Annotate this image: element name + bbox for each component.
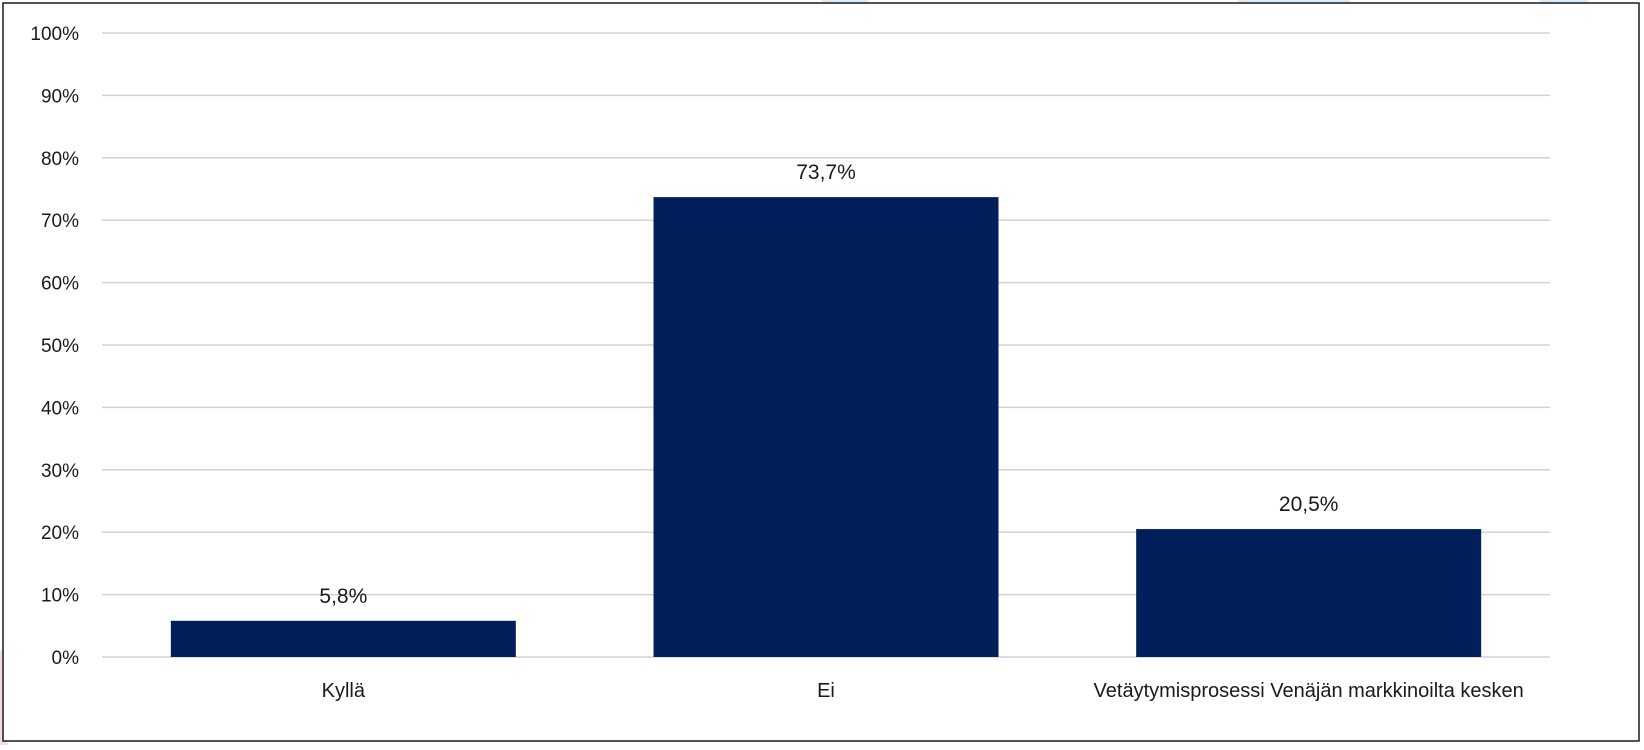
y-axis-tick-labels: 0% 10% 20% 30% 40% 50% 60% 70% 80% 90% 100% xyxy=(30,24,79,669)
y-tick-label: 80% xyxy=(41,149,79,170)
data-label: 5,8% xyxy=(319,585,367,608)
y-tick-label: 10% xyxy=(41,586,79,607)
x-category-label: Ei xyxy=(817,680,835,702)
data-label: 73,7% xyxy=(796,161,856,184)
y-tick-label: 20% xyxy=(41,523,79,544)
y-tick-label: 60% xyxy=(41,274,79,295)
y-tick-label: 70% xyxy=(41,211,79,232)
x-category-label: Kyllä xyxy=(322,680,366,702)
data-label: 20,5% xyxy=(1279,493,1339,516)
bar xyxy=(653,197,999,657)
bar xyxy=(170,620,516,657)
y-tick-label: 40% xyxy=(41,398,79,419)
bar xyxy=(1136,529,1482,657)
y-tick-label: 90% xyxy=(41,86,79,107)
x-axis-category-labels: Kyllä Ei Vetäytymisprosessi Venäjän markki… xyxy=(322,680,1524,702)
data-labels: 5,8% 73,7% 20,5% xyxy=(319,161,1338,608)
x-category-label: Vetäytymisprosessi Venäjän markkinoilta … xyxy=(1094,680,1524,702)
y-tick-label: 100% xyxy=(30,24,79,45)
y-tick-label: 30% xyxy=(41,461,79,482)
y-tick-label: 0% xyxy=(52,648,80,669)
y-tick-label: 50% xyxy=(41,336,79,357)
bars xyxy=(170,197,1482,657)
